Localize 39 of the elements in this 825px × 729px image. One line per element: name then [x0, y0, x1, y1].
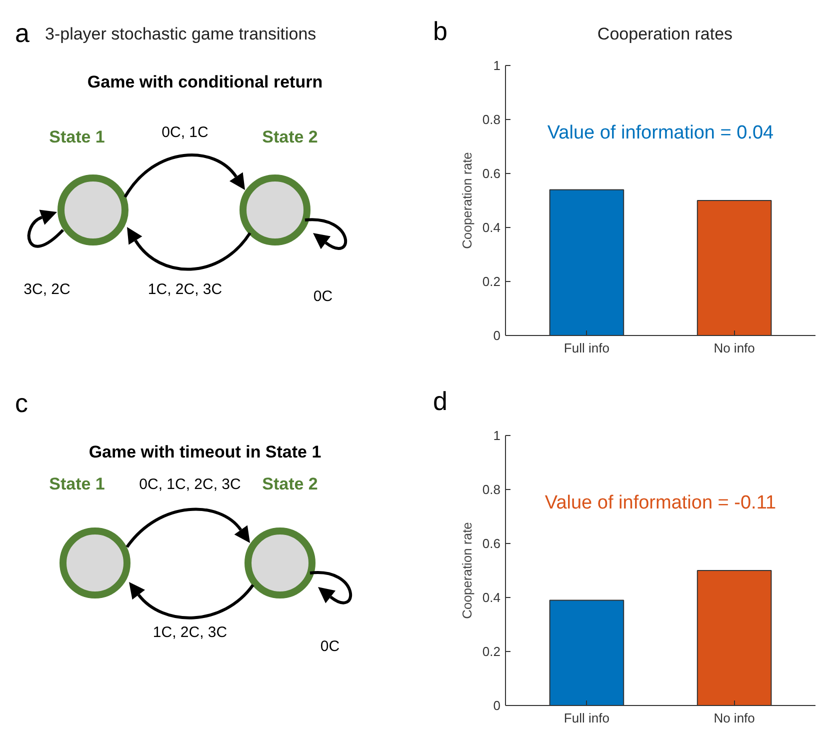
- y-tick-label: 0.4: [482, 590, 501, 605]
- text: 0C: [313, 288, 333, 305]
- chart-title: Cooperation rates: [597, 24, 733, 44]
- x-tick-label: No info: [714, 710, 755, 726]
- x-tick-label: No info: [714, 340, 755, 356]
- y-axis-title: Cooperation rate: [459, 522, 474, 619]
- text: 0C, 1C, 2C, 3C: [139, 476, 242, 493]
- text: 1C, 2C, 3C: [148, 280, 222, 298]
- y-tick-label: 1: [493, 58, 501, 73]
- y-tick-label: 0.2: [482, 274, 501, 289]
- text: State 1: [49, 127, 105, 146]
- y-tick-label: 1: [493, 428, 501, 443]
- y-tick-label: 0.2: [482, 644, 501, 659]
- text: Game with conditional return: [87, 72, 323, 92]
- text: b: [433, 16, 448, 46]
- text: Game with timeout in State 1: [88, 442, 322, 462]
- text: c: [15, 388, 28, 418]
- text: State 2: [262, 127, 318, 146]
- y-tick-label: 0.4: [482, 220, 501, 235]
- y-tick-label: 0.6: [482, 536, 501, 551]
- text: 3C, 2C: [24, 280, 71, 298]
- y-tick-label: 0: [493, 328, 501, 343]
- y-tick-label: 0.6: [482, 166, 501, 181]
- text: 0C, 1C: [162, 124, 209, 141]
- y-tick-label: 0.8: [482, 482, 501, 497]
- y-axis-title: Cooperation rate: [459, 152, 474, 249]
- text: 1C, 2C, 3C: [152, 624, 228, 641]
- x-tick-label: Full info: [564, 340, 610, 356]
- text: State 1: [49, 474, 105, 494]
- annotation: Value of information = -0.11: [544, 492, 776, 514]
- text: a: [15, 18, 30, 48]
- text: 3-player stochastic game transitions: [45, 24, 316, 44]
- y-tick-label: 0: [493, 698, 501, 713]
- annotation: Value of information = 0.04: [547, 122, 774, 144]
- text: d: [433, 386, 448, 416]
- x-tick-label: Full info: [564, 710, 610, 726]
- y-tick-label: 0.8: [482, 112, 501, 127]
- text: 0C: [320, 638, 340, 655]
- text: State 2: [262, 474, 318, 494]
